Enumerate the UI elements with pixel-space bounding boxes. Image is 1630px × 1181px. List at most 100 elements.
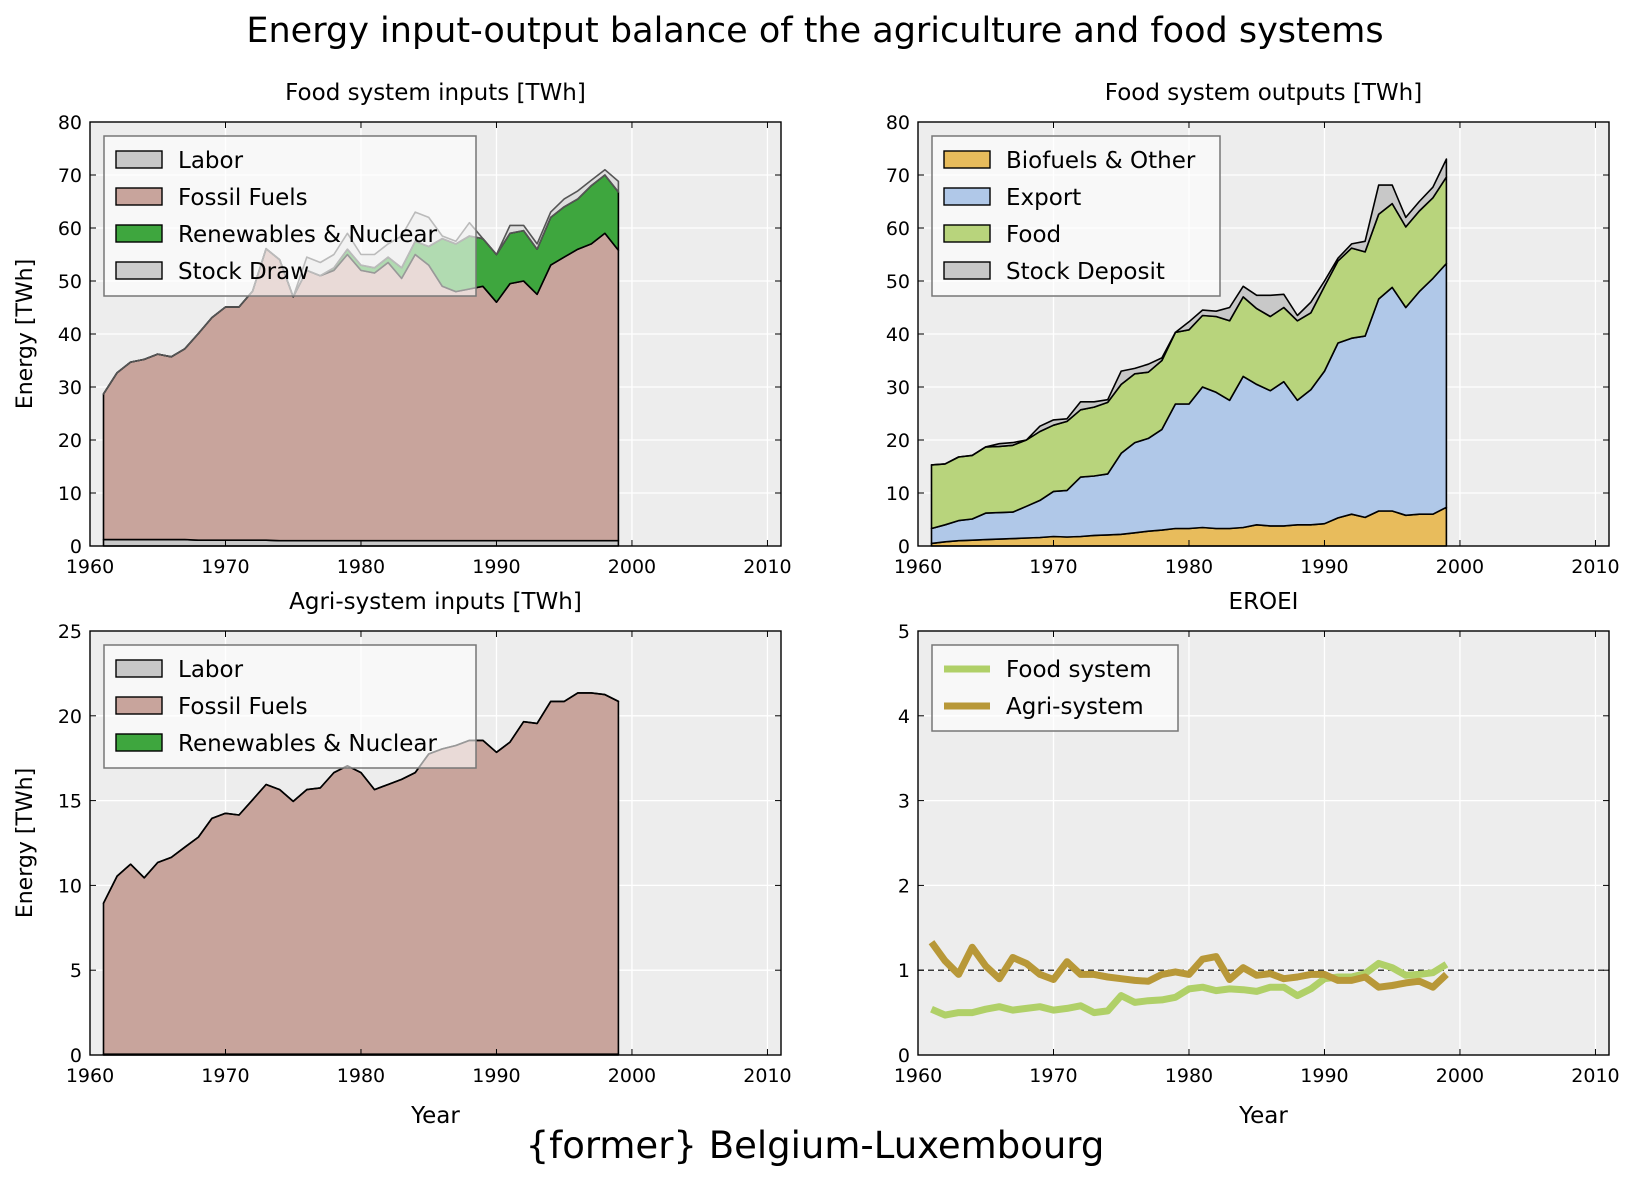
y-tick-label: 5	[70, 960, 82, 982]
plot-frame	[89, 630, 782, 1056]
x-tick-label: 1980	[337, 556, 385, 578]
x-tick-label: 2000	[608, 556, 656, 578]
x-tick-label: 1990	[1300, 556, 1348, 578]
legend-entry: Renewables & Nuclear	[178, 222, 437, 248]
legend-swatch	[115, 733, 163, 752]
y-tick-label: 70	[886, 165, 910, 187]
legend-swatch	[115, 224, 163, 243]
x-tick-label: 1970	[201, 556, 249, 578]
y-tick-label: 30	[58, 377, 82, 399]
y-tick-label: 30	[886, 377, 910, 399]
y-tick-label: 0	[898, 1045, 910, 1067]
x-axis-label: Year	[410, 1103, 460, 1129]
x-tick-label: 1980	[1165, 556, 1213, 578]
y-tick-label: 40	[58, 324, 82, 346]
y-tick-label: 20	[886, 430, 910, 452]
y-tick-label: 50	[886, 271, 910, 293]
legend-swatch	[943, 261, 991, 280]
area-series-stock-deposit	[930, 158, 1448, 466]
panel-title: Food system inputs [TWh]	[285, 80, 586, 106]
y-tick-label: 50	[58, 271, 82, 293]
x-tick-label: 1960	[894, 556, 942, 578]
figure-footer: {former} Belgium-Luxembourg	[526, 1124, 1105, 1167]
x-tick-label: 2010	[743, 1065, 791, 1087]
y-tick-label: 80	[58, 112, 82, 134]
legend-box	[931, 644, 1179, 732]
panel-agri-inputs: 1960 1970 1980 1990 2000 2010 0 5 10 15 20 25 Agri-s…	[13, 589, 792, 1129]
y-tick-label: 80	[886, 112, 910, 134]
legend-box	[103, 135, 477, 297]
y-tick-label: 20	[58, 706, 82, 728]
y-axis-label: Energy [TWh]	[13, 259, 38, 409]
legend-swatch	[943, 150, 991, 169]
legend-entry: Renewables & Nuclear	[178, 731, 437, 757]
legend-entry: Stock Draw	[178, 259, 309, 285]
legend-entry: Labor	[178, 148, 244, 174]
legend-entry: Fossil Fuels	[178, 185, 308, 211]
legend-swatch	[115, 659, 163, 678]
legend-swatch	[115, 261, 163, 280]
x-tick-label: 1960	[66, 556, 114, 578]
x-tick-label: 2000	[608, 1065, 656, 1087]
panel-food-inputs: 1960 1970 1980 1990 2000 2010 0 10 20 30 40 50 60 70 8…	[13, 80, 792, 578]
y-tick-label: 0	[70, 536, 82, 558]
legend-entry: Export	[1006, 185, 1081, 211]
panel-title: Agri-system inputs [TWh]	[289, 589, 582, 615]
x-tick-label: 2000	[1436, 1065, 1484, 1087]
x-tick-label: 1970	[1029, 556, 1077, 578]
legend-entry: Fossil Fuels	[178, 694, 308, 720]
x-tick-label: 1990	[472, 556, 520, 578]
y-tick-label: 10	[886, 483, 910, 505]
panel-eroei: 1960 1970 1980 1990 2000 2010 0 1 2 3 4 5 EROEI Year F…	[894, 589, 1620, 1129]
line-series-agri-system	[928, 940, 1449, 991]
x-tick-label: 1980	[337, 1065, 385, 1087]
y-tick-label: 20	[58, 430, 82, 452]
legend-swatch	[115, 187, 163, 206]
y-tick-label: 2	[898, 875, 910, 897]
legend-swatch	[943, 224, 991, 243]
y-tick-label: 40	[886, 324, 910, 346]
x-axis-label: Year	[1238, 1103, 1288, 1129]
y-tick-label: 10	[58, 483, 82, 505]
legend-entry: Food	[1006, 222, 1061, 248]
y-tick-label: 25	[58, 621, 82, 643]
plot-frame	[917, 630, 1610, 1056]
y-tick-label: 10	[58, 875, 82, 897]
y-tick-label: 15	[58, 791, 82, 813]
panel-food-outputs: 1960 1970 1980 1990 2000 2010 0 10 20 30 40 50 60 70 8…	[886, 80, 1620, 578]
area-series-renewables-nuclear	[102, 692, 620, 904]
x-tick-label: 2010	[1571, 556, 1619, 578]
y-tick-label: 0	[70, 1045, 82, 1067]
x-tick-label: 1990	[472, 1065, 520, 1087]
legend-entry: Labor	[178, 657, 244, 683]
y-tick-label: 5	[898, 621, 910, 643]
y-axis-label: Energy [TWh]	[13, 768, 38, 918]
legend-box	[103, 644, 477, 769]
x-tick-label: 2010	[743, 556, 791, 578]
x-tick-label: 1960	[66, 1065, 114, 1087]
figure-title: Energy input-output balance of the agric…	[246, 11, 1383, 51]
legend-swatch	[115, 150, 163, 169]
legend-entry: Food system	[1006, 657, 1152, 683]
y-tick-label: 1	[898, 960, 910, 982]
y-tick-label: 60	[886, 218, 910, 240]
y-tick-label: 0	[898, 536, 910, 558]
panel-title: EROEI	[1229, 589, 1299, 615]
x-tick-label: 2010	[1571, 1065, 1619, 1087]
x-tick-label: 1980	[1165, 1065, 1213, 1087]
y-tick-label: 60	[58, 218, 82, 240]
y-tick-label: 70	[58, 165, 82, 187]
legend-entry: Biofuels & Other	[1006, 148, 1196, 174]
x-tick-label: 2000	[1436, 556, 1484, 578]
y-tick-label: 3	[898, 791, 910, 813]
y-tick-label: 4	[898, 706, 910, 728]
legend-entry: Agri-system	[1006, 694, 1144, 720]
x-tick-label: 1970	[1029, 1065, 1077, 1087]
legend-entry: Stock Deposit	[1006, 259, 1165, 285]
legend-swatch	[943, 187, 991, 206]
x-tick-label: 1960	[894, 1065, 942, 1087]
x-tick-label: 1990	[1300, 1065, 1348, 1087]
x-tick-label: 1970	[201, 1065, 249, 1087]
legend-swatch	[115, 696, 163, 715]
